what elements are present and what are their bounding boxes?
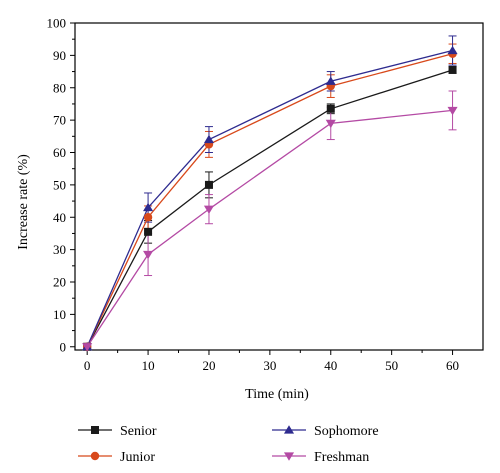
y-tick-label: 60 bbox=[53, 145, 66, 160]
x-tick-label: 40 bbox=[324, 358, 337, 373]
legend-label: Senior bbox=[120, 424, 157, 439]
data-point-freshman bbox=[82, 343, 93, 352]
series-line-junior bbox=[86, 53, 453, 348]
data-point-freshman bbox=[203, 205, 215, 214]
data-point-sophomore bbox=[203, 134, 215, 144]
y-axis-title: Increase rate (%) bbox=[16, 154, 31, 250]
y-tick-label: 90 bbox=[53, 48, 66, 63]
series-line-freshman bbox=[86, 109, 453, 348]
legend: Senior Junior Sophomore Freshman bbox=[78, 424, 379, 465]
data-point-sophomore bbox=[143, 202, 154, 212]
legend-item-senior: Senior bbox=[78, 424, 157, 439]
y-tick-label: 70 bbox=[53, 113, 66, 128]
y-tick-label: 10 bbox=[53, 307, 66, 322]
y-tick-label: 40 bbox=[53, 210, 66, 225]
y-tick-label: 20 bbox=[53, 275, 66, 290]
legend-item-freshman: Freshman bbox=[272, 450, 369, 465]
legend-item-sophomore: Sophomore bbox=[272, 424, 379, 439]
data-point-freshman bbox=[447, 106, 458, 116]
legend-marker bbox=[283, 425, 295, 434]
x-axis-title: Time (min) bbox=[245, 387, 309, 402]
axes: 0 10 20 30 40 50 60 0 10 20 30 40 50 60 70 80 90 100 bbox=[47, 16, 484, 373]
data-point-junior bbox=[143, 213, 153, 222]
x-tick-label: 0 bbox=[84, 358, 91, 373]
legend-marker bbox=[90, 451, 100, 461]
y-tick-label: 50 bbox=[53, 177, 66, 192]
y-tick-label: 100 bbox=[47, 16, 67, 31]
legend-label: Junior bbox=[120, 450, 155, 465]
y-tick-label: 0 bbox=[60, 339, 67, 354]
legend-item-junior: Junior bbox=[78, 450, 155, 465]
data-point-senior bbox=[144, 227, 153, 236]
x-tick-label: 10 bbox=[142, 358, 155, 373]
plot-frame bbox=[74, 22, 484, 351]
legend-marker bbox=[283, 452, 295, 461]
legend-label: Sophomore bbox=[314, 424, 379, 439]
legend-label: Freshman bbox=[314, 450, 369, 465]
legend-marker bbox=[91, 426, 99, 434]
data-point-senior bbox=[448, 65, 457, 74]
data-point-freshman bbox=[143, 250, 154, 260]
series-line-senior bbox=[86, 69, 453, 348]
x-tick-label: 60 bbox=[446, 358, 459, 373]
x-tick-label: 20 bbox=[202, 358, 215, 373]
data-point-sophomore bbox=[325, 76, 336, 85]
series-line-sophomore bbox=[86, 49, 453, 348]
data-point-freshman bbox=[325, 119, 336, 129]
data-point-sophomore bbox=[447, 45, 458, 55]
x-tick-label: 50 bbox=[385, 358, 398, 373]
series-lines bbox=[86, 49, 453, 348]
y-tick-label: 80 bbox=[53, 80, 66, 95]
series-markers bbox=[82, 45, 458, 352]
error-bars bbox=[144, 35, 457, 277]
data-point-senior bbox=[326, 104, 335, 113]
x-tick-label: 30 bbox=[263, 358, 276, 373]
data-point-senior bbox=[204, 180, 213, 189]
y-tick-label: 30 bbox=[53, 242, 66, 257]
